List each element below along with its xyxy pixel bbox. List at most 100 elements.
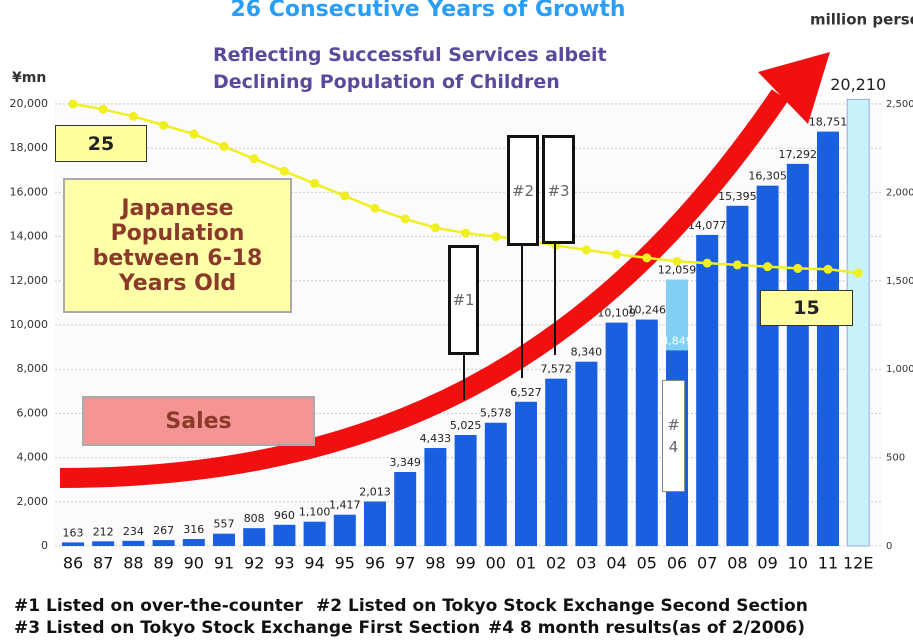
y-tick-label: 0 xyxy=(41,539,48,552)
y-tick-label: 8,000 xyxy=(17,362,49,375)
bar xyxy=(364,502,386,546)
x-tick-label: 95 xyxy=(335,554,355,573)
x-tick-label: 03 xyxy=(576,554,596,573)
x-tick-label: 04 xyxy=(606,554,626,573)
footnote: #1 Listed on over-the-counter xyxy=(14,596,303,616)
x-tick-label: 94 xyxy=(304,554,324,573)
y-tick-label: 2,000 xyxy=(17,495,49,508)
x-tick-label: 08 xyxy=(727,554,747,573)
value-label: 16,305 xyxy=(748,170,787,183)
bar xyxy=(243,528,265,546)
value-label: 212 xyxy=(93,525,114,538)
population-point xyxy=(401,214,410,223)
x-tick-label: 09 xyxy=(757,554,777,573)
bar xyxy=(545,379,567,546)
y-tick-label: 6,000 xyxy=(17,406,49,419)
bar xyxy=(92,541,114,546)
population-point xyxy=(733,260,742,269)
population-point xyxy=(854,268,863,277)
x-tick-label: 92 xyxy=(244,554,264,573)
bar xyxy=(334,515,356,546)
value-label: 163 xyxy=(63,526,84,539)
bar xyxy=(273,525,295,546)
value-label: 17,292 xyxy=(779,148,818,161)
population-point xyxy=(189,130,198,139)
y2-tick-label: 1,500 xyxy=(886,276,913,287)
bar xyxy=(394,472,416,546)
bar xyxy=(485,423,507,546)
y-tick-label: 14,000 xyxy=(10,230,49,243)
y2-tick-label: 1,000 xyxy=(886,364,913,375)
value-label: 10,246 xyxy=(628,304,667,317)
x-tick-label: 05 xyxy=(637,554,657,573)
y2-tick-label: 0 xyxy=(886,541,892,552)
value-label: 18,751 xyxy=(809,116,848,129)
x-tick-label: 98 xyxy=(425,554,445,573)
value-label: 1,100 xyxy=(299,506,331,519)
callout: #4 xyxy=(662,380,685,492)
population-point xyxy=(99,105,108,114)
population-start-label: 25 xyxy=(55,125,147,162)
footnote: #3 Listed on Tokyo Stock Exchange First … xyxy=(14,618,480,638)
population-point xyxy=(431,223,440,232)
x-tick-label: 99 xyxy=(455,554,475,573)
population-point xyxy=(612,250,621,259)
x-tick-label: 01 xyxy=(516,554,536,573)
x-tick-label: 97 xyxy=(395,554,415,573)
x-tick-label: 00 xyxy=(486,554,506,573)
y2-tick-label: 2,500 xyxy=(886,99,913,110)
bar xyxy=(787,164,809,546)
x-tick-label: 07 xyxy=(697,554,717,573)
value-label: 1,417 xyxy=(329,499,361,512)
population-point xyxy=(582,245,591,254)
value-label: 3,349 xyxy=(389,456,421,469)
population-point xyxy=(703,259,712,268)
value-label: 316 xyxy=(183,523,204,536)
population-point xyxy=(371,204,380,213)
y-tick-label: 4,000 xyxy=(17,451,49,464)
callout: #2 xyxy=(507,135,539,246)
population-point xyxy=(129,112,138,121)
population-point xyxy=(250,154,259,163)
callout: #3 xyxy=(542,135,575,244)
population-point xyxy=(461,229,470,238)
page: 26 Consecutive Years of Growth ¥mn milli… xyxy=(0,0,913,641)
population-point xyxy=(763,262,772,271)
population-point xyxy=(220,142,229,151)
value-label: 20,210 xyxy=(830,75,886,94)
y-tick-label: 16,000 xyxy=(10,185,49,198)
value-label: 5,025 xyxy=(450,419,482,432)
y2-tick-label: 500 xyxy=(886,453,905,464)
population-legend: Japanese Population between 6-18 Years O… xyxy=(63,178,292,313)
x-tick-label: 12E xyxy=(843,554,873,573)
y-tick-label: 10,000 xyxy=(10,318,49,331)
value-label: 15,395 xyxy=(718,190,757,203)
x-tick-label: 87 xyxy=(93,554,113,573)
value-label: 557 xyxy=(214,518,235,531)
bar xyxy=(122,541,144,546)
x-tick-label: 06 xyxy=(667,554,687,573)
bar xyxy=(455,435,477,546)
population-point xyxy=(280,167,289,176)
population-point xyxy=(69,100,78,109)
population-point xyxy=(673,257,682,266)
footnote: #4 8 month results(as of 2/2006) xyxy=(488,618,805,638)
x-tick-label: 88 xyxy=(123,554,143,573)
bar xyxy=(817,132,839,546)
value-label: 6,527 xyxy=(510,386,542,399)
population-point xyxy=(159,121,168,130)
bar xyxy=(696,235,718,546)
value-label: 234 xyxy=(123,525,144,538)
bar xyxy=(515,402,537,546)
x-tick-label: 93 xyxy=(274,554,294,573)
callout: #1 xyxy=(448,245,479,355)
bar xyxy=(183,539,205,546)
bar xyxy=(304,522,326,546)
footnote: #2 Listed on Tokyo Stock Exchange Second… xyxy=(316,596,808,616)
x-tick-label: 89 xyxy=(153,554,173,573)
x-tick-label: 11 xyxy=(818,554,838,573)
bar xyxy=(153,540,175,546)
sales-legend: Sales xyxy=(82,396,315,446)
y2-axis-label: million persons xyxy=(810,11,913,29)
x-tick-label: 86 xyxy=(63,554,83,573)
